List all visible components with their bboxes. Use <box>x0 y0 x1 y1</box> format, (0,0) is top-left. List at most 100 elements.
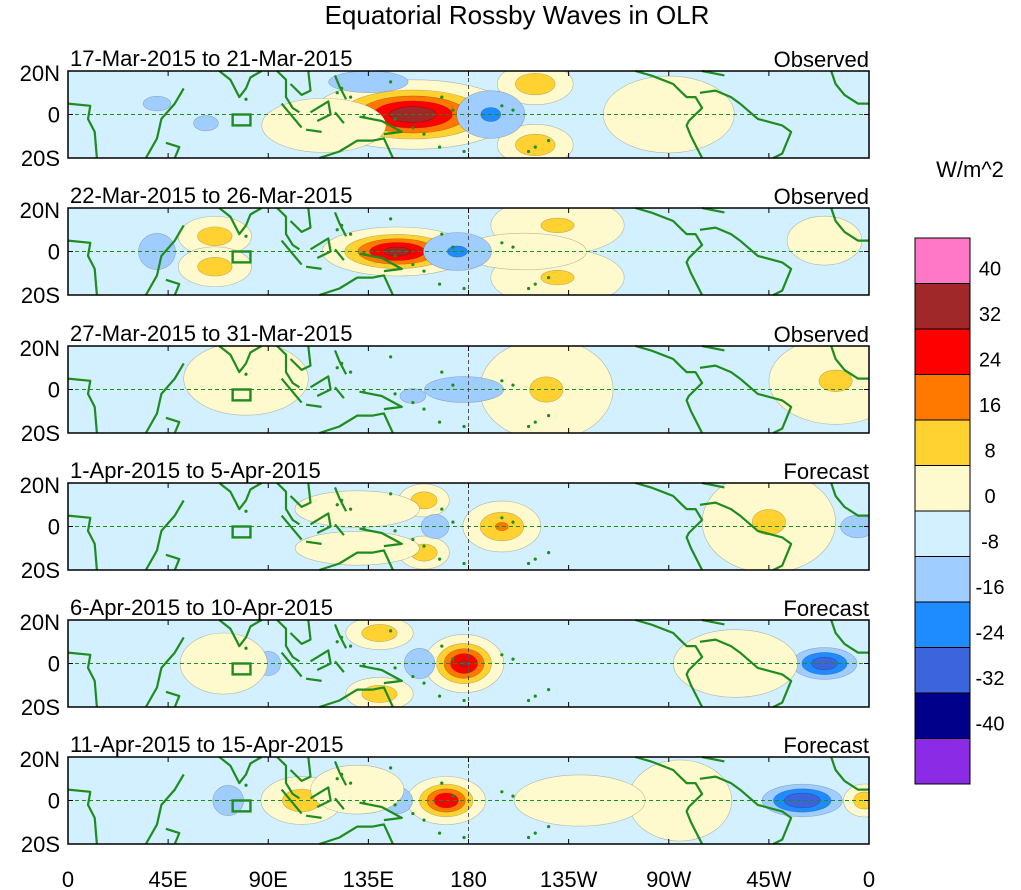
anomaly-4 <box>768 346 869 425</box>
x-tick-label: 0 <box>863 867 875 890</box>
x-tick-label: 45E <box>149 867 188 890</box>
contour-fill <box>183 346 309 416</box>
colorbar-tick-label: 0 <box>984 486 995 508</box>
colorbar-units-label: W/m^2 <box>936 157 1004 182</box>
colorbar-tick-label: -8 <box>981 532 999 554</box>
colorbar-tick-label: -16 <box>976 577 1005 599</box>
anomaly-3 <box>345 677 414 707</box>
x-tick-label: 135E <box>343 867 394 890</box>
colorbar-swatch <box>914 556 971 603</box>
anomaly-11 <box>786 215 863 266</box>
anomaly-7 <box>177 246 252 287</box>
panel-date-range: 1-Apr-2015 to 5-Apr-2015 <box>70 458 321 483</box>
y-tick-label: 20N <box>20 747 60 772</box>
colorbar-tick-label: 24 <box>979 350 1001 372</box>
x-tick-label: 180 <box>450 867 487 890</box>
anomaly-1 <box>462 500 542 553</box>
contour-fill <box>361 624 398 642</box>
anomaly-4 <box>294 490 420 528</box>
x-tick-label: 90E <box>249 867 288 890</box>
y-tick-label: 0 <box>48 240 60 265</box>
colorbar-swatch <box>914 328 971 375</box>
contour-fill <box>142 96 172 112</box>
colorbar-tick-label: 40 <box>979 259 1001 281</box>
anomaly-field <box>138 208 863 295</box>
anomaly-3 <box>497 124 574 158</box>
anomaly-1 <box>424 634 505 693</box>
colorbar: W/m^2 40 32 24 16 8 0 -8 -16 -24 -32 -40 <box>914 157 1005 785</box>
contour-fill <box>540 270 575 286</box>
anomaly-8 <box>193 115 219 132</box>
colorbar-tick-label: 16 <box>979 395 1001 417</box>
chart-title: Equatorial Rossby Waves in OLR <box>325 0 710 30</box>
contour-fill <box>294 490 420 528</box>
anomaly-7 <box>142 96 172 112</box>
colorbar-swatch <box>914 283 971 330</box>
contour-fill <box>197 257 233 277</box>
panel-status: Observed <box>774 322 869 347</box>
y-tick-label: 0 <box>48 378 60 403</box>
x-tick-label: 45W <box>746 867 791 890</box>
contour-fill <box>197 226 233 246</box>
anomaly-6 <box>177 216 252 257</box>
y-tick-label: 0 <box>48 652 60 677</box>
y-tick-label: 20S <box>21 695 60 720</box>
colorbar-swatch <box>914 510 971 557</box>
anomaly-field <box>179 620 858 707</box>
colorbar-tick-label: -24 <box>976 623 1005 645</box>
panel-3: 20N 0 20S 27-Mar-2015 to 31-Mar-2015 Observe… <box>20 321 871 446</box>
y-tick-label: 0 <box>48 515 60 540</box>
colorbar-swatch <box>914 419 971 466</box>
anomaly-5 <box>294 531 420 566</box>
anomaly-2 <box>345 620 414 650</box>
colorbar-tick-label: -40 <box>976 714 1005 736</box>
contour-fill <box>768 346 869 425</box>
x-axis: 0 45E 90E 135E 180 135W 90W 45W 0 <box>62 867 875 890</box>
panel-date-range: 22-Mar-2015 to 26-Mar-2015 <box>70 183 352 208</box>
colorbar-tick-label: 8 <box>984 441 995 463</box>
contour-fill <box>818 369 853 392</box>
panel-date-range: 6-Apr-2015 to 10-Apr-2015 <box>70 595 333 620</box>
panel-1: 20N 0 20S 17-Mar-2015 to 21-Mar-2015 Observe… <box>20 46 871 171</box>
panels: 20N 0 20S 17-Mar-2015 to 21-Mar-2015 Observe… <box>20 46 871 857</box>
contour-fill <box>515 133 556 157</box>
panel-status: Observed <box>774 47 869 72</box>
contour-fill <box>515 72 556 96</box>
colorbar-swatch <box>914 647 971 694</box>
x-tick-label: 90W <box>646 867 691 890</box>
colorbar-tick-label: 32 <box>979 304 1001 326</box>
y-tick-label: 20S <box>21 283 60 308</box>
contour-fill <box>261 98 387 153</box>
y-tick-label: 20S <box>21 421 60 446</box>
x-tick-label: 0 <box>62 867 74 890</box>
contour-fill <box>447 245 468 258</box>
contour-fill <box>193 115 219 132</box>
panel-4: 20N 0 20S 1-Apr-2015 to 5-Apr-2015 Forecast <box>20 458 871 583</box>
colorbar-swatch <box>914 374 971 421</box>
y-tick-label: 20S <box>21 832 60 857</box>
panel-date-range: 17-Mar-2015 to 21-Mar-2015 <box>70 46 352 71</box>
panel-2: 20N 0 20S 22-Mar-2015 to 26-Mar-2015 Observe… <box>20 183 871 308</box>
colorbar-swatch <box>914 738 971 785</box>
panel-status: Forecast <box>783 596 869 621</box>
y-tick-label: 20S <box>21 558 60 583</box>
colorbar-swatch <box>914 692 971 739</box>
contour-fill <box>540 217 575 233</box>
contour-fill <box>786 215 863 266</box>
anomaly-8 <box>310 764 405 815</box>
panel-date-range: 27-Mar-2015 to 31-Mar-2015 <box>70 321 352 346</box>
colorbar-swatch <box>914 237 971 284</box>
panel-status: Forecast <box>783 459 869 484</box>
colorbar-swatch <box>914 465 971 512</box>
y-tick-label: 20N <box>20 473 60 498</box>
contour-fill <box>310 764 405 815</box>
x-tick-label: 135W <box>540 867 598 890</box>
y-tick-label: 20N <box>20 61 60 86</box>
y-tick-label: 0 <box>48 789 60 814</box>
panel-status: Observed <box>774 184 869 209</box>
y-tick-label: 0 <box>48 103 60 128</box>
panel-5: 20N 0 20S 6-Apr-2015 to 10-Apr-2015 Forecast <box>20 595 871 720</box>
panel-date-range: 11-Apr-2015 to 15-Apr-2015 <box>70 732 344 757</box>
anomaly-5 <box>183 346 309 416</box>
